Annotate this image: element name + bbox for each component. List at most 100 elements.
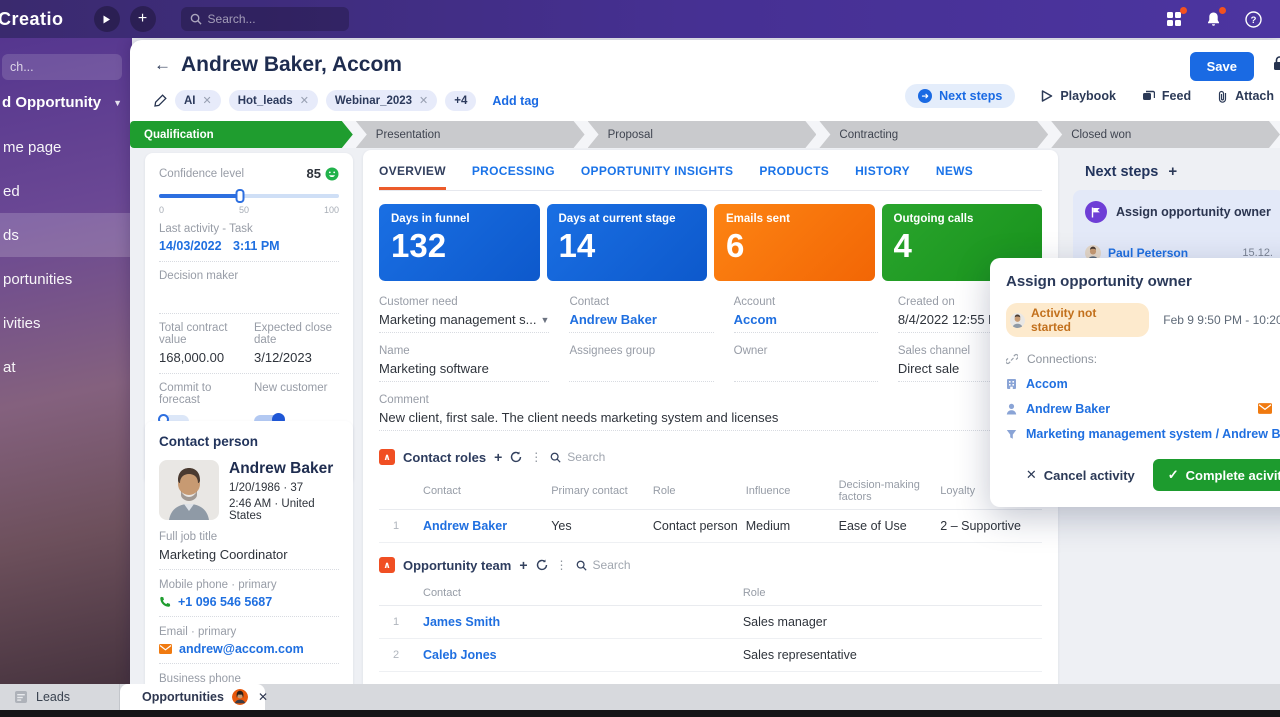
taskbar-tab-leads[interactable]: Leads [0,684,120,710]
stage-presentation[interactable]: Presentation [356,121,585,148]
complete-activity-button[interactable]: ✓ Complete acivity [1153,459,1280,491]
field-owner[interactable]: Owner [734,345,878,382]
tag-hot-leads[interactable]: Hot_leads✕ [229,90,318,111]
tag-webinar-2023[interactable]: Webinar_2023✕ [326,90,437,111]
close-tab-icon[interactable]: ✕ [258,690,268,704]
close-icon: ✕ [1026,467,1037,483]
more-tags-badge[interactable]: +4 [445,91,476,111]
section-search[interactable]: Search [550,450,605,464]
feed-button[interactable]: Feed [1142,89,1191,103]
stage-closed-won[interactable]: Closed won [1051,121,1280,148]
contact-link[interactable]: Andrew Baker [569,312,713,327]
contact-link[interactable]: James Smith [423,615,743,629]
dropdown-caret-icon[interactable]: ▼ [541,315,550,325]
sidebar-item-chat[interactable]: at [0,345,132,389]
next-steps-button[interactable]: ➜ Next steps [905,84,1015,108]
last-activity-time-link[interactable]: 3:11 PM [233,239,280,253]
confidence-slider[interactable] [159,189,339,203]
sidebar-item-activities[interactable]: ivities [0,301,132,345]
apps-menu-button[interactable] [1166,11,1182,27]
refresh-icon[interactable] [536,559,548,571]
attach-button[interactable]: Attach [1217,89,1274,103]
account-link[interactable]: Accom [734,312,878,327]
save-button[interactable]: Save [1190,52,1254,81]
tab-processing[interactable]: PROCESSING [472,164,555,190]
field-customer-need[interactable]: Customer need Marketing management s...▼ [379,296,549,333]
run-process-button[interactable] [94,6,120,32]
collapse-icon[interactable]: ∧ [379,449,395,465]
sidebar-item-feed[interactable]: ed [0,169,132,213]
notifications-button[interactable] [1206,11,1221,27]
tag-ai[interactable]: AI✕ [175,90,221,111]
tab-products[interactable]: PRODUCTS [759,164,829,190]
add-icon[interactable]: + [519,557,527,573]
add-icon[interactable]: + [494,449,502,465]
tab-overview[interactable]: OVERVIEW [379,164,446,190]
contact-link[interactable]: Caleb Jones [423,648,743,662]
activity-status-badge[interactable]: Activity not started [1006,303,1149,337]
remove-tag-icon[interactable]: ✕ [203,94,212,107]
add-tag-link[interactable]: Add tag [492,94,539,108]
notifications-dot [1219,7,1226,14]
mobile-phone-value[interactable]: +1 096 546 5687 [178,595,272,609]
last-activity-date-link[interactable]: 14/03/2022 [159,239,222,253]
field-name[interactable]: Name Marketing software [379,345,549,382]
field-account[interactable]: Account Accom [734,296,878,333]
metric-cards: Days in funnel 132 Days at current stage… [379,204,1042,281]
connection-account-link[interactable]: Accom [1006,377,1280,391]
field-comment[interactable]: Comment New client, first sale. The clie… [379,394,1042,431]
contact-photo[interactable] [159,460,219,520]
taskbar-tab-opportunities[interactable]: Opportunities ✕ [120,684,265,710]
edit-tags-icon[interactable] [154,94,167,107]
table-row[interactable]: 1 Andrew Baker Yes Contact person Medium… [379,510,1042,543]
total-contract-value[interactable]: 168,000.00 [159,350,244,365]
tab-history[interactable]: HISTORY [855,164,910,190]
remove-tag-icon[interactable]: ✕ [300,94,309,107]
stage-contracting[interactable]: Contracting [819,121,1048,148]
section-search[interactable]: Search [576,558,631,572]
next-steps-title: Next steps [1085,164,1158,180]
global-search-input[interactable]: Search... [181,7,349,31]
add-opportunity-button[interactable]: d Opportunity ▼ [0,80,132,119]
field-contact[interactable]: Contact Andrew Baker [569,296,713,333]
sidebar-item-leads[interactable]: ds [0,213,132,257]
stage-proposal[interactable]: Proposal [588,121,817,148]
quick-add-button[interactable]: + [130,6,156,32]
collapse-icon[interactable]: ∧ [379,557,395,573]
building-icon [1006,378,1017,390]
email-value[interactable]: andrew@accom.com [179,642,304,656]
bottom-bar [0,710,1280,717]
job-title-value[interactable]: Marketing Coordinator [159,547,339,562]
contact-name[interactable]: Andrew Baker [229,460,339,478]
playbook-button[interactable]: Playbook [1041,89,1116,103]
envelope-icon[interactable] [1258,403,1272,414]
table-row[interactable]: 2 Caleb Jones Sales representative [379,639,1042,672]
lock-icon[interactable] [1272,55,1280,71]
add-step-icon[interactable]: + [1168,163,1177,180]
sidebar-item-opportunities[interactable]: portunities [0,257,132,301]
help-button[interactable]: ? [1245,11,1262,28]
tab-opportunity-insights[interactable]: OPPORTUNITY INSIGHTS [581,164,733,190]
stage-qualification[interactable]: Qualification [130,121,353,148]
back-button[interactable]: ← [154,55,171,75]
feed-icon [1142,90,1155,102]
refresh-icon[interactable] [510,451,522,463]
remove-tag-icon[interactable]: ✕ [419,94,428,107]
cancel-activity-button[interactable]: ✕ Cancel activity [1026,467,1135,483]
sidebar-search-text: ch... [10,60,34,74]
contact-link[interactable]: Andrew Baker [423,519,551,533]
sidebar-item-home-page[interactable]: me page [0,125,132,169]
sidebar-search-input[interactable]: ch... [2,54,122,80]
slider-thumb[interactable] [236,189,245,203]
tab-news[interactable]: NEWS [936,164,973,190]
connection-contact-link[interactable]: Andrew Baker [1006,402,1280,416]
more-options-icon[interactable]: ⋮ [556,558,568,572]
smiley-icon [325,167,339,181]
connection-opportunity-link[interactable]: Marketing management system / Andrew Bak… [1006,427,1280,441]
field-assignees-group[interactable]: Assignees group [569,345,713,382]
decision-maker-value[interactable] [159,282,339,298]
close-date-value[interactable]: 3/12/2023 [254,350,339,365]
table-row[interactable]: 1 James Smith Sales manager [379,606,1042,639]
more-options-icon[interactable]: ⋮ [530,450,542,464]
confidence-level-value: 85 [307,166,321,181]
